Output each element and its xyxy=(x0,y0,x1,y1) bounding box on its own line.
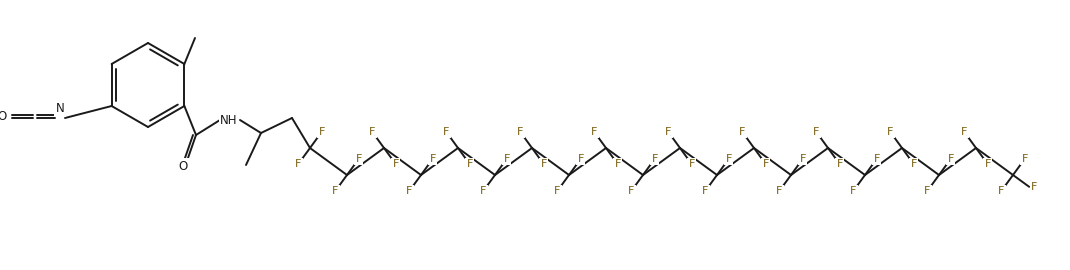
Text: O: O xyxy=(0,110,6,123)
Text: F: F xyxy=(924,186,931,196)
Text: F: F xyxy=(517,127,523,137)
Text: F: F xyxy=(652,154,658,164)
Text: F: F xyxy=(739,127,746,137)
Text: F: F xyxy=(850,186,856,196)
Text: F: F xyxy=(1022,154,1028,164)
Text: F: F xyxy=(1031,182,1037,192)
Text: F: F xyxy=(948,154,954,164)
Text: F: F xyxy=(799,154,806,164)
Text: F: F xyxy=(837,159,843,169)
Text: F: F xyxy=(614,159,621,169)
Text: F: F xyxy=(578,154,584,164)
Text: F: F xyxy=(554,186,561,196)
Text: F: F xyxy=(429,154,435,164)
Text: F: F xyxy=(961,127,967,137)
Text: F: F xyxy=(504,154,510,164)
Text: F: F xyxy=(480,186,487,196)
Text: NH: NH xyxy=(220,113,238,127)
Text: F: F xyxy=(887,127,893,137)
Text: F: F xyxy=(591,127,597,137)
Text: F: F xyxy=(702,186,708,196)
Text: F: F xyxy=(393,159,399,169)
Text: F: F xyxy=(725,154,732,164)
Text: O: O xyxy=(179,160,187,173)
Text: F: F xyxy=(540,159,547,169)
Text: F: F xyxy=(443,127,449,137)
Text: F: F xyxy=(406,186,412,196)
Text: F: F xyxy=(689,159,696,169)
Text: F: F xyxy=(319,127,325,137)
Text: F: F xyxy=(873,154,880,164)
Text: F: F xyxy=(911,159,917,169)
Text: F: F xyxy=(776,186,782,196)
Text: F: F xyxy=(355,154,362,164)
Text: F: F xyxy=(467,159,473,169)
Text: F: F xyxy=(666,127,671,137)
Text: F: F xyxy=(763,159,769,169)
Text: F: F xyxy=(332,186,338,196)
Text: F: F xyxy=(295,159,302,169)
Text: F: F xyxy=(998,186,1005,196)
Text: F: F xyxy=(813,127,820,137)
Text: F: F xyxy=(369,127,376,137)
Text: N: N xyxy=(56,103,64,116)
Text: F: F xyxy=(984,159,991,169)
Text: F: F xyxy=(628,186,635,196)
